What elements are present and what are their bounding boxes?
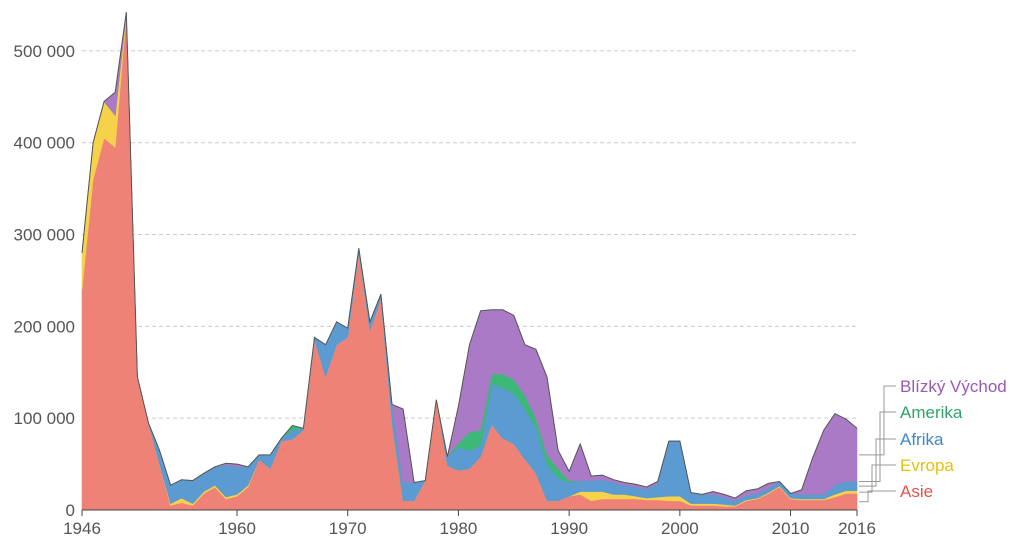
x-tick-label: 2000 [661,519,699,537]
grid-lines [82,50,857,419]
y-axis: 0 100 000 200 000 300 000 400 000 500 000 [14,42,75,520]
y-tick-label: 0 [66,501,75,520]
x-tick-label: 2010 [772,519,810,537]
legend-leader-line [859,438,896,487]
x-tick-label: 1946 [63,519,101,537]
legend-label-evropa: Evropa [900,456,954,475]
x-axis: 1946 1960 1970 1980 1990 2000 2010 2016 [63,509,876,537]
y-tick-label: 300 000 [14,226,75,245]
legend-leader-line [859,385,896,456]
x-tick-label: 1980 [440,519,478,537]
y-tick-label: 200 000 [14,317,75,336]
series-areas [81,12,858,511]
x-tick-label: 1990 [550,519,588,537]
y-tick-label: 400 000 [14,134,75,153]
x-tick-label: 1970 [329,519,367,537]
legend-leader-line [859,464,896,493]
legend-leader-line [859,490,896,503]
y-tick-label: 500 000 [14,42,75,61]
total-outline [81,12,858,499]
x-tick-label: 1960 [218,519,256,537]
legend-label-asie: Asie [900,482,933,501]
legend-label-afrika: Afrika [900,430,944,449]
legend: Asie Evropa Afrika Amerika Blízký Východ [859,377,1007,503]
legend-label-blízký-východ: Blízký Východ [900,377,1007,396]
legend-leader-line [859,411,896,482]
y-tick-label: 100 000 [14,409,75,428]
area-blízký-východ [81,12,858,502]
legend-label-amerika: Amerika [900,403,963,422]
x-tick-label: 2016 [838,519,876,537]
